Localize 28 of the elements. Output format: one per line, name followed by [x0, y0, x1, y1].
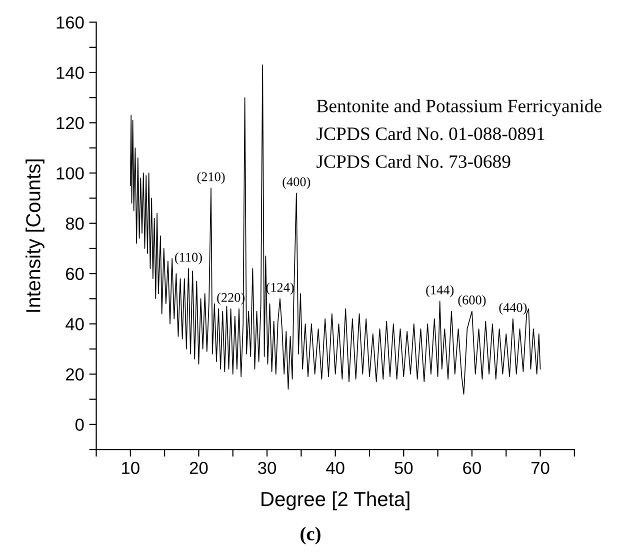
annotation: JCPDS Card No. 73-0689 [316, 154, 510, 168]
annotation: (144) [426, 285, 454, 298]
x-tick-label: 30 [258, 462, 276, 474]
y-tick-label: 60 [66, 268, 84, 280]
y-tick-label: 40 [66, 318, 84, 330]
y-tick-label: 120 [56, 116, 84, 130]
annotation: JCPDS Card No. 01-088-0891 [316, 126, 544, 140]
x-tick-label: 60 [463, 462, 481, 474]
x-tick-label: 10 [122, 462, 140, 474]
text: (c) [300, 526, 320, 544]
y-tick-label: 140 [56, 66, 84, 79]
annotation: (110) [175, 252, 202, 264]
y-tick-label: 20 [66, 368, 84, 381]
y-tick-label: 0 [75, 418, 84, 431]
annotation: Bentonite and Potassium Ferricyanide [316, 99, 602, 116]
x-tick-label: 70 [532, 462, 550, 474]
y-tick-label: 160 [56, 16, 84, 29]
y-axis-title: Intensity [Counts] [26, 160, 44, 312]
x-tick-label: 40 [326, 462, 344, 474]
x-axis-title: Degree [2 Theta] [262, 491, 410, 510]
annotation: (440) [499, 302, 527, 315]
annotation: (400) [282, 177, 310, 189]
y-tick-label: 100 [56, 167, 84, 180]
x-tick-label: 50 [394, 462, 413, 474]
x-tick-label: 20 [190, 462, 208, 474]
annotation: (210) [197, 172, 225, 184]
annotation: (600) [458, 295, 486, 308]
y-tick-label: 80 [66, 217, 84, 230]
